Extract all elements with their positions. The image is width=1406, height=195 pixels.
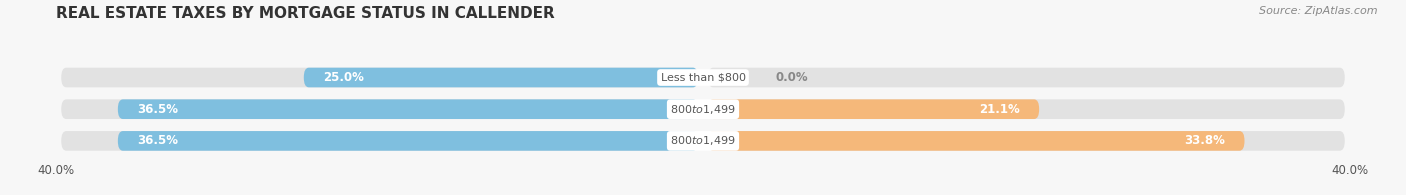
Text: 36.5%: 36.5% (136, 103, 179, 116)
Text: Source: ZipAtlas.com: Source: ZipAtlas.com (1260, 6, 1378, 16)
FancyBboxPatch shape (304, 68, 697, 87)
Text: 21.1%: 21.1% (979, 103, 1019, 116)
FancyBboxPatch shape (709, 99, 1344, 119)
Text: $800 to $1,499: $800 to $1,499 (671, 134, 735, 147)
FancyBboxPatch shape (62, 99, 697, 119)
Text: 36.5%: 36.5% (136, 134, 179, 147)
Text: 33.8%: 33.8% (1184, 134, 1225, 147)
Text: 0.0%: 0.0% (776, 71, 808, 84)
Text: 25.0%: 25.0% (323, 71, 364, 84)
FancyBboxPatch shape (709, 131, 1244, 151)
FancyBboxPatch shape (709, 99, 1039, 119)
Text: REAL ESTATE TAXES BY MORTGAGE STATUS IN CALLENDER: REAL ESTATE TAXES BY MORTGAGE STATUS IN … (56, 6, 555, 21)
FancyBboxPatch shape (62, 68, 697, 87)
FancyBboxPatch shape (118, 131, 697, 151)
Text: $800 to $1,499: $800 to $1,499 (671, 103, 735, 116)
Legend: Without Mortgage, With Mortgage: Without Mortgage, With Mortgage (579, 194, 827, 195)
FancyBboxPatch shape (62, 131, 697, 151)
FancyBboxPatch shape (118, 99, 697, 119)
Text: Less than $800: Less than $800 (661, 73, 745, 82)
FancyBboxPatch shape (709, 131, 1344, 151)
FancyBboxPatch shape (709, 68, 1344, 87)
